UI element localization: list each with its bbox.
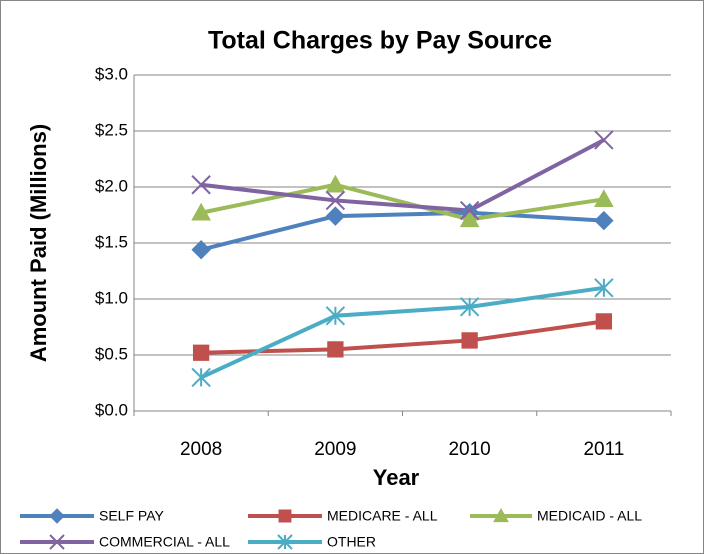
series-line (200, 138, 605, 213)
x-tick-label: 2008 (180, 439, 222, 460)
legend-marker (277, 534, 293, 550)
y-tick-label: $1.5 (95, 232, 128, 251)
series-line (201, 319, 605, 355)
y-axis-label: Amount Paid (Millions) (26, 124, 51, 362)
data-point (191, 202, 211, 221)
legend-label: MEDICAID - ALL (537, 508, 642, 524)
data-point (191, 367, 211, 388)
x-tick-label: 2011 (583, 439, 624, 460)
y-tick-label: $3.0 (95, 64, 128, 83)
y-tick-label: $1.0 (95, 288, 128, 307)
y-tick-label: $0.5 (95, 344, 128, 363)
data-point (595, 313, 613, 330)
x-axis-label: Year (373, 465, 420, 490)
data-point (594, 278, 614, 298)
data-point (594, 210, 614, 231)
data-point (459, 200, 480, 221)
series-line (200, 182, 605, 222)
data-point (192, 344, 210, 361)
chart-title: Total Charges by Pay Source (208, 27, 552, 55)
data-point (461, 332, 478, 349)
data-point (325, 306, 346, 326)
legend-marker (49, 534, 65, 550)
data-point (325, 174, 346, 193)
data-point (325, 190, 346, 211)
legend-label: SELF PAY (99, 508, 165, 524)
y-tick-label: $2.0 (95, 176, 128, 195)
legend-label: MEDICARE - ALL (327, 508, 438, 524)
data-point (594, 130, 614, 150)
y-tick-label: $2.5 (95, 120, 128, 139)
data-point (327, 341, 344, 358)
data-point (459, 209, 480, 228)
data-point (325, 206, 346, 226)
x-tick-label: 2009 (314, 439, 356, 460)
data-point (459, 297, 480, 317)
series-line (200, 285, 605, 380)
legend-label: OTHER (327, 534, 376, 550)
legend-label: COMMERCIAL - ALL (99, 534, 230, 550)
legend-marker (493, 507, 509, 523)
legend-marker (49, 508, 65, 524)
data-point (191, 175, 211, 195)
legend-marker (278, 509, 292, 523)
y-tick-label: $0.0 (95, 400, 128, 419)
data-point (191, 240, 211, 260)
data-point (594, 189, 614, 208)
series-line (200, 210, 604, 252)
x-tick-label: 2010 (448, 439, 490, 460)
